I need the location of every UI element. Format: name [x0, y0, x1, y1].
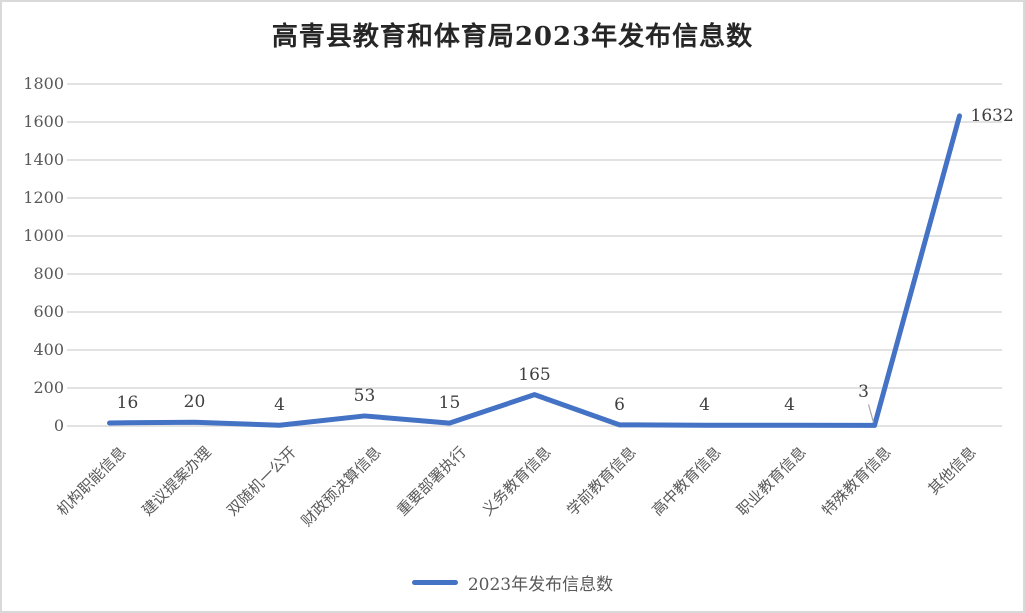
y-axis-label: 1400 — [23, 150, 64, 169]
y-axis-label: 0 — [53, 416, 64, 435]
y-axis-label: 600 — [33, 302, 64, 321]
data-label: 16 — [116, 392, 139, 413]
data-label: 4 — [699, 395, 710, 416]
data-label: 20 — [183, 392, 206, 413]
chart-title: 高青县教育和体育局2023年发布信息数 — [271, 22, 754, 52]
data-label: 1632 — [970, 105, 1014, 126]
data-label: 15 — [438, 393, 461, 414]
legend: 2023年发布信息数 — [2, 570, 1023, 595]
data-label: 53 — [353, 385, 376, 406]
y-axis-label: 1800 — [23, 74, 64, 93]
label-leader-line — [867, 404, 875, 423]
y-axis-label: 1600 — [23, 112, 64, 131]
legend-series-label: 2023年发布信息数 — [467, 575, 614, 595]
data-label: 4 — [274, 395, 285, 416]
data-label: 3 — [858, 382, 869, 403]
y-axis-label: 1200 — [23, 188, 64, 207]
y-axis-label: 1000 — [23, 226, 64, 245]
data-label: 4 — [784, 395, 795, 416]
legend-line-swatch — [411, 580, 458, 585]
y-axis-label: 400 — [33, 340, 64, 359]
series-line — [107, 113, 962, 428]
data-label: 165 — [518, 364, 551, 385]
data-label: 6 — [614, 394, 625, 415]
y-axis-label: 200 — [33, 378, 64, 397]
y-axis-label: 800 — [33, 264, 64, 283]
